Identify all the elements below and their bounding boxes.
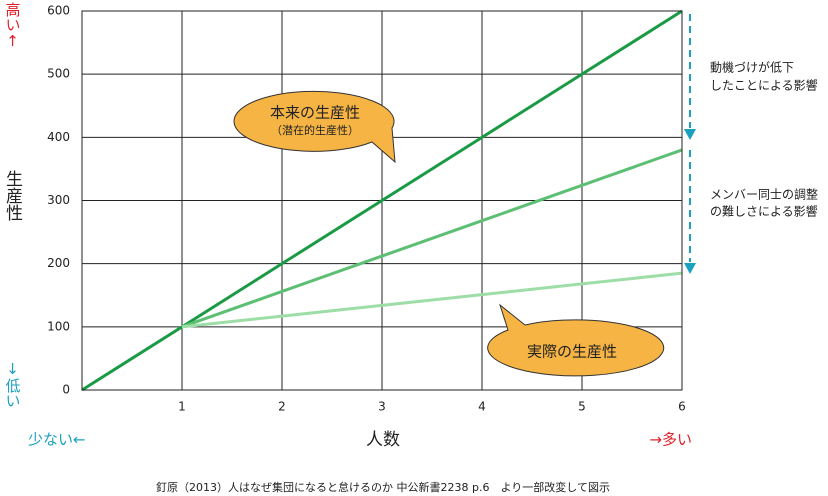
- y-tick-label: 400: [47, 130, 70, 144]
- y-tick-label: 0: [62, 383, 70, 397]
- y-tick-label: 300: [47, 193, 70, 207]
- x-tick-label: 2: [278, 400, 286, 414]
- annotation: 動機づけが低下: [710, 60, 794, 75]
- y-tick-label: 600: [47, 4, 70, 18]
- y-high: 高い↑: [4, 2, 22, 50]
- y-tick-label: 500: [47, 67, 70, 81]
- arrow-head: [684, 129, 696, 140]
- annotation: メンバー同士の調整: [710, 187, 818, 202]
- x-tick-label: 4: [478, 400, 486, 414]
- y-tick-label: 100: [47, 319, 70, 333]
- x-tick-label: 1: [178, 400, 186, 414]
- arrow-head: [684, 263, 696, 274]
- y-tick-label: 200: [47, 256, 70, 270]
- y-axis-label: 生産性: [2, 170, 23, 221]
- x-axis-label: 人数: [366, 430, 400, 450]
- x-tick-label: 5: [578, 400, 586, 414]
- x-tick-label: 3: [378, 400, 386, 414]
- x-tick-label: 6: [678, 400, 686, 414]
- x-high: →多い: [649, 431, 692, 449]
- annotation: の難しさによる影響: [710, 204, 818, 219]
- annotation: （潜在的生産性）: [271, 123, 359, 137]
- annotation: 本来の生産性: [270, 104, 360, 122]
- annotation: したことによる影響: [710, 78, 818, 93]
- source: 釘原（2013）人はなぜ集団になると怠けるのか 中公新書2238 p.6 より一…: [156, 480, 610, 494]
- bubble: [233, 90, 396, 164]
- line: [181, 148, 683, 329]
- plot-frame: [81, 10, 683, 391]
- bubble: [487, 303, 665, 377]
- x-low: 少ない←: [28, 431, 86, 449]
- line: [181, 271, 683, 329]
- y-low: ↓低い: [4, 360, 22, 408]
- lines: [81, 9, 683, 392]
- annotation: 実際の生産性: [527, 343, 617, 361]
